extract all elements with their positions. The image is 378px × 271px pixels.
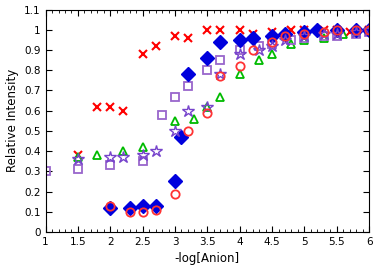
X-axis label: -log[Anion]: -log[Anion] xyxy=(175,253,240,265)
Y-axis label: Relative Intensity: Relative Intensity xyxy=(6,69,19,172)
